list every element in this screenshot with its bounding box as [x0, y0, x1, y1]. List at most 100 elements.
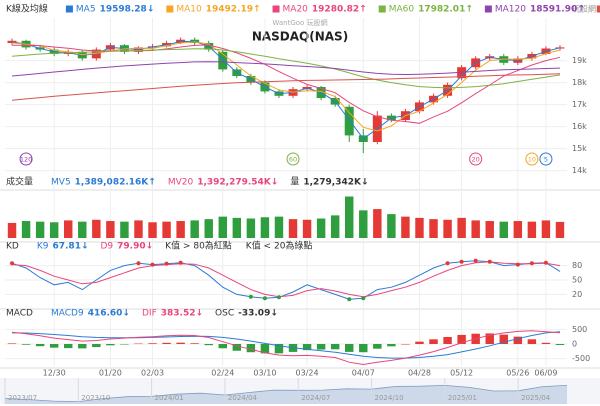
osc-bar: [330, 344, 340, 350]
kd-dot: [529, 261, 534, 266]
x-tick-label: 03/10: [253, 369, 276, 378]
osc-bar: [387, 344, 396, 347]
osc-bar: [232, 344, 242, 351]
x-tick-label: 02/24: [211, 369, 234, 378]
volume-bar: [415, 217, 424, 238]
legend-value: 67.81↓: [52, 242, 88, 252]
legend-swatch: [596, 5, 600, 13]
volume-bar: [218, 216, 227, 238]
navigator-label: 2023/07: [8, 394, 37, 402]
period-marker-label: 20: [472, 156, 480, 164]
osc-bar: [92, 344, 101, 348]
line: [11, 261, 561, 298]
legend-swatch: [65, 5, 73, 13]
osc-bar: [373, 344, 382, 349]
volume-bar: [246, 218, 256, 238]
legend-swatch: [272, 5, 280, 13]
volume-bar: [457, 217, 466, 238]
legend-value: 17982.01↑: [418, 5, 473, 15]
legend-name: OSC: [215, 309, 234, 319]
volume-bar: [64, 220, 73, 238]
navigator-label: 2025/01: [448, 394, 477, 402]
osc-bar: [120, 344, 129, 345]
osc-bar: [443, 336, 452, 344]
volume-bar: [359, 210, 368, 238]
line: [11, 330, 561, 366]
osc-bar: [7, 343, 17, 344]
period-marker: [286, 152, 300, 166]
x-tick-label: 04/07: [352, 369, 375, 378]
line: [12, 44, 561, 124]
legend-swatch: [378, 5, 386, 13]
osc-bar: [218, 344, 227, 349]
x-tick-label: 02/03: [141, 369, 164, 378]
legend-value: -33.09↓: [238, 309, 278, 319]
volume-bar: [260, 217, 270, 238]
watermark: WantGoo 玩股網: [272, 18, 327, 27]
osc-bar: [162, 342, 171, 344]
legend-name: MA20: [283, 5, 309, 15]
legend-name: MA120: [495, 5, 526, 15]
kd-dot: [10, 261, 15, 266]
volume-bar: [162, 221, 171, 238]
volume-bar: [330, 215, 340, 238]
volume-bar: [316, 218, 326, 238]
panel-label: K線及均線: [6, 3, 48, 15]
legend-swatch: [484, 5, 492, 13]
y-tick-label: 16k: [572, 122, 587, 131]
volume-bar: [21, 221, 31, 238]
navigator-label: 2024/04: [228, 394, 258, 402]
legend-value: 1,279,342K↓: [303, 178, 368, 188]
navigator-area: [5, 385, 567, 404]
line: [11, 260, 561, 300]
osc-bar: [35, 344, 45, 347]
volume-bar: [176, 221, 185, 238]
kd-dot: [248, 294, 253, 299]
legend-value: 19280.82↑: [312, 5, 367, 15]
legend-value: 19598.28↓: [100, 5, 155, 15]
legend-value: 416.60↓: [88, 309, 130, 319]
kd-dot: [347, 297, 352, 302]
kd-dot: [276, 295, 281, 300]
navigator-line: [4, 384, 568, 403]
line: [11, 48, 561, 89]
legend-name: MA60: [389, 5, 415, 15]
y-tick-label: 20: [572, 290, 582, 299]
volume-bar: [134, 220, 143, 238]
line: [11, 331, 561, 359]
y-tick-label: 0: [572, 340, 577, 349]
osc-bar: [106, 344, 115, 346]
candle-body: [344, 106, 354, 136]
osc-bar: [513, 336, 523, 344]
note: K值 > 80為紅點: [165, 240, 232, 252]
volume-bar: [443, 219, 452, 238]
volume-bar: [527, 221, 537, 238]
period-marker: [469, 152, 483, 166]
period-marker-label: 120: [20, 156, 32, 164]
legend-name: MA10: [176, 5, 202, 15]
period-marker: [19, 152, 33, 166]
x-tick-label: 04/28: [408, 369, 431, 378]
y-tick-label: 14k: [572, 166, 587, 175]
volume-bar: [513, 221, 523, 238]
kd-dot: [543, 260, 548, 265]
osc-bar: [246, 344, 256, 353]
osc-bar: [148, 343, 157, 344]
navigator-label: 2023/10: [81, 394, 110, 402]
navigator-label: 2025/04: [521, 394, 551, 402]
legend-name: K9: [37, 242, 49, 252]
osc-bar: [134, 343, 143, 345]
kd-dot: [445, 261, 450, 266]
volume-bar: [373, 209, 382, 238]
line: [11, 61, 561, 77]
volume-bar: [148, 222, 157, 238]
legend-name: DIF: [142, 309, 157, 319]
volume-bar: [92, 219, 101, 238]
panel-label: KD: [6, 242, 19, 252]
period-marker-label: 10: [528, 156, 536, 164]
x-tick-label: 12/30: [43, 369, 66, 378]
kd-dot: [515, 262, 520, 267]
kd-dot: [178, 260, 183, 265]
